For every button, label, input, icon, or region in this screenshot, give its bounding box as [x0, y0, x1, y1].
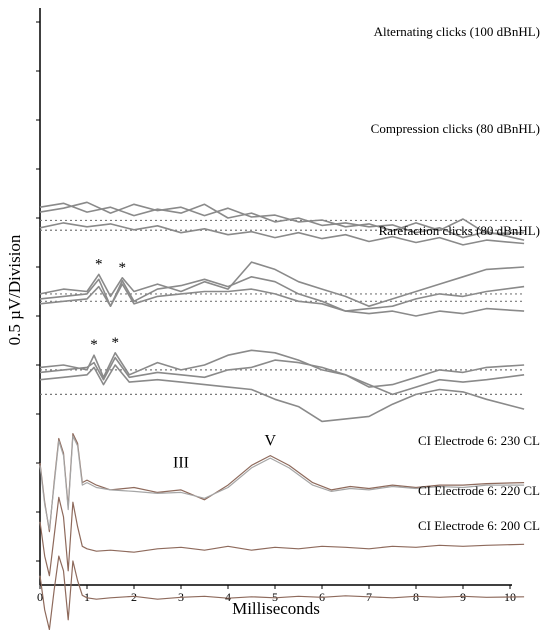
panel-labels: Alternating clicks (100 dBnHL) Compressio… [371, 24, 540, 533]
x-tick-label: 9 [460, 590, 466, 604]
x-axis-title: Milliseconds [232, 599, 320, 618]
y-ticks [36, 21, 40, 562]
peak-marker-compression: * [119, 260, 127, 276]
trace-rarefaction-2 [39, 356, 525, 396]
trace-rarefaction-3 [39, 364, 525, 423]
panel-label-ci_200: CI Electrode 6: 200 CL [418, 518, 540, 533]
trace-ci_230-1 [39, 433, 525, 533]
x-tick-label: 1 [84, 590, 90, 604]
x-tick-label: 8 [413, 590, 419, 604]
x-tick-label: 2 [131, 590, 137, 604]
traces [39, 201, 525, 630]
peak-marker-compression: * [95, 256, 103, 272]
peak-marker-rarefaction: * [90, 337, 98, 353]
panel-label-alternating: Alternating clicks (100 dBnHL) [374, 24, 540, 39]
trace-rarefaction-1 [39, 349, 525, 388]
trace-alternating-3 [39, 222, 525, 246]
panel-label-ci_230: CI Electrode 6: 230 CL [418, 433, 540, 448]
y-axis-title: 0.5 µV/Division [5, 234, 24, 345]
panel-label-ci_220: CI Electrode 6: 220 CL [418, 483, 540, 498]
trace-alternating-2 [39, 201, 525, 235]
trace-compression-3 [39, 283, 525, 317]
trace-compression-2 [39, 276, 525, 312]
trace-compression-1 [39, 261, 525, 307]
panel-label-rarefaction: Rarefaction clicks (80 dBnHL) [379, 223, 540, 238]
baselines [40, 219, 525, 395]
peak-marker-ci_230: III [173, 455, 189, 472]
trace-ci_230-2 [39, 435, 525, 530]
panel-label-compression: Compression clicks (80 dBnHL) [371, 121, 540, 136]
trace-ci_220-1 [39, 496, 525, 577]
trace-ci_200-1 [39, 555, 525, 630]
peak-marker-ci_230: V [265, 433, 277, 450]
x-tick-label: 0 [37, 590, 43, 604]
x-tick-label: 4 [225, 590, 231, 604]
markers: * * * * III V [90, 256, 276, 471]
peak-marker-rarefaction: * [111, 335, 119, 351]
axes [39, 8, 512, 586]
x-tick-label: 5 [272, 590, 278, 604]
